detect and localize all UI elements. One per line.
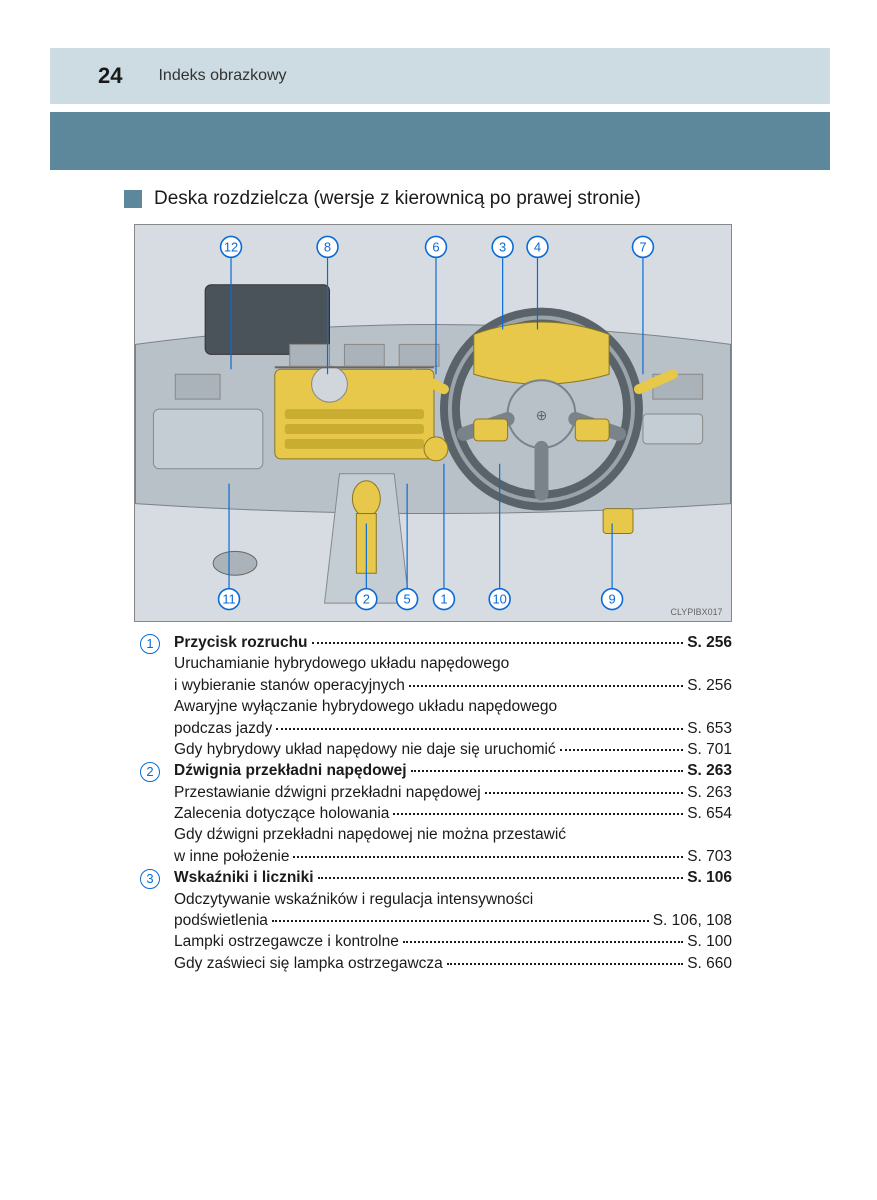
index-sub-row: Odczytywanie wskaźników i regulacja inte… <box>174 889 732 910</box>
item-number-badge: 3 <box>140 869 160 889</box>
svg-text:4: 4 <box>534 239 541 254</box>
svg-text:1: 1 <box>440 592 447 607</box>
svg-text:6: 6 <box>432 239 439 254</box>
leader-dots <box>393 813 683 815</box>
page-number: 24 <box>98 63 122 89</box>
item-sub-label: podświetlenia <box>174 910 268 931</box>
leader-dots <box>447 963 683 965</box>
item-sub-label: i wybieranie stanów operacyjnych <box>174 675 405 696</box>
leader-dots <box>403 941 683 943</box>
index-item: 3Wskaźniki i liczniki S. 106Odczytywanie… <box>134 867 732 974</box>
leader-dots <box>560 749 684 751</box>
index-sub-row: Zalecenia dotyczące holowania S. 654 <box>174 803 732 824</box>
leader-dots <box>318 877 684 879</box>
leader-dots <box>276 728 683 730</box>
svg-text:12: 12 <box>224 239 238 254</box>
page-ref: S. 653 <box>687 718 732 739</box>
item-sub-label: Przestawianie dźwigni przekładni napędow… <box>174 782 481 803</box>
index-main-row: Przycisk rozruchu S. 256 <box>174 632 732 653</box>
svg-text:2: 2 <box>363 592 370 607</box>
index-sub-row: podczas jazdy S. 653 <box>174 718 732 739</box>
page-ref: S. 703 <box>687 846 732 867</box>
svg-text:11: 11 <box>222 592 235 607</box>
leader-dots <box>272 920 649 922</box>
index-item: 1Przycisk rozruchu S. 256Uruchamianie hy… <box>134 632 732 760</box>
page-ref: S. 100 <box>687 931 732 952</box>
page-ref: S. 106, 108 <box>653 910 732 931</box>
item-sub-label: Gdy hybrydowy układ napędowy nie daje si… <box>174 739 556 760</box>
item-main-label: Wskaźniki i liczniki <box>174 867 314 888</box>
page-ref: S. 660 <box>687 953 732 974</box>
svg-text:8: 8 <box>324 239 331 254</box>
svg-text:7: 7 <box>639 239 646 254</box>
item-sub-label: podczas jazdy <box>174 718 272 739</box>
item-number-badge: 2 <box>140 762 160 782</box>
svg-text:⊕: ⊕ <box>536 407 548 423</box>
item-sub-label: Lampki ostrzegawcze i kontrolne <box>174 931 399 952</box>
leader-dots <box>409 685 683 687</box>
item-sub-label: Awaryjne wyłączanie hybrydowego układu n… <box>174 696 557 717</box>
page-ref: S. 263 <box>687 760 732 781</box>
leader-dots <box>312 642 684 644</box>
leader-dots <box>411 770 684 772</box>
index-sub-row: Przestawianie dźwigni przekładni napędow… <box>174 782 732 803</box>
index-main-row: Dźwignia przekładni napędowej S. 263 <box>174 760 732 781</box>
item-number-badge: 1 <box>140 634 160 654</box>
index-sub-row: Gdy zaświeci się lampka ostrzegawcza S. 6… <box>174 953 732 974</box>
diagram-id-label: CLYPIBX017 <box>671 607 723 617</box>
sub-header-bar <box>50 112 830 170</box>
index-sub-row: Gdy dźwigni przekładni napędowej nie moż… <box>174 824 732 845</box>
index-item: 2Dźwignia przekładni napędowej S. 263Prz… <box>134 760 732 867</box>
svg-text:3: 3 <box>499 239 506 254</box>
svg-text:10: 10 <box>492 592 506 607</box>
page-ref: S. 701 <box>687 739 732 760</box>
index-sub-row: w inne położenie S. 703 <box>174 846 732 867</box>
page-ref: S. 256 <box>687 675 732 696</box>
item-sub-label: Odczytywanie wskaźników i regulacja inte… <box>174 889 533 910</box>
index-sub-row: podświetlenia S. 106, 108 <box>174 910 732 931</box>
section-title: Deska rozdzielcza (wersje z kierownicą p… <box>154 188 641 210</box>
leader-dots <box>293 856 683 858</box>
item-main-label: Przycisk rozruchu <box>174 632 308 653</box>
section-heading: Deska rozdzielcza (wersje z kierownicą p… <box>124 188 641 210</box>
item-sub-label: w inne położenie <box>174 846 289 867</box>
index-list: 1Przycisk rozruchu S. 256Uruchamianie hy… <box>134 632 732 974</box>
page-ref: S. 654 <box>687 803 732 824</box>
index-sub-row: Awaryjne wyłączanie hybrydowego układu n… <box>174 696 732 717</box>
item-main-label: Dźwignia przekładni napędowej <box>174 760 407 781</box>
section-bullet-icon <box>124 190 142 208</box>
page-ref: S. 256 <box>687 632 732 653</box>
item-sub-label: Gdy dźwigni przekładni napędowej nie moż… <box>174 824 566 845</box>
index-sub-row: i wybieranie stanów operacyjnych S. 256 <box>174 675 732 696</box>
page-ref: S. 263 <box>687 782 732 803</box>
item-sub-label: Uruchamianie hybrydowego układu napędowe… <box>174 653 509 674</box>
index-sub-row: Lampki ostrzegawcze i kontrolne S. 100 <box>174 931 732 952</box>
svg-text:5: 5 <box>404 592 411 607</box>
leader-dots <box>485 792 683 794</box>
header-title: Indeks obrazkowy <box>158 67 286 85</box>
index-main-row: Wskaźniki i liczniki S. 106 <box>174 867 732 888</box>
dashboard-diagram: ⊕ 12 8 6 3 4 7 11 2 5 1 10 9 CLYPIBX017 <box>134 224 732 622</box>
page-ref: S. 106 <box>687 867 732 888</box>
index-sub-row: Gdy hybrydowy układ napędowy nie daje si… <box>174 739 732 760</box>
index-sub-row: Uruchamianie hybrydowego układu napędowe… <box>174 653 732 674</box>
header-bar: 24 Indeks obrazkowy <box>50 48 830 104</box>
item-sub-label: Gdy zaświeci się lampka ostrzegawcza <box>174 953 443 974</box>
svg-text:9: 9 <box>609 592 616 607</box>
item-sub-label: Zalecenia dotyczące holowania <box>174 803 389 824</box>
